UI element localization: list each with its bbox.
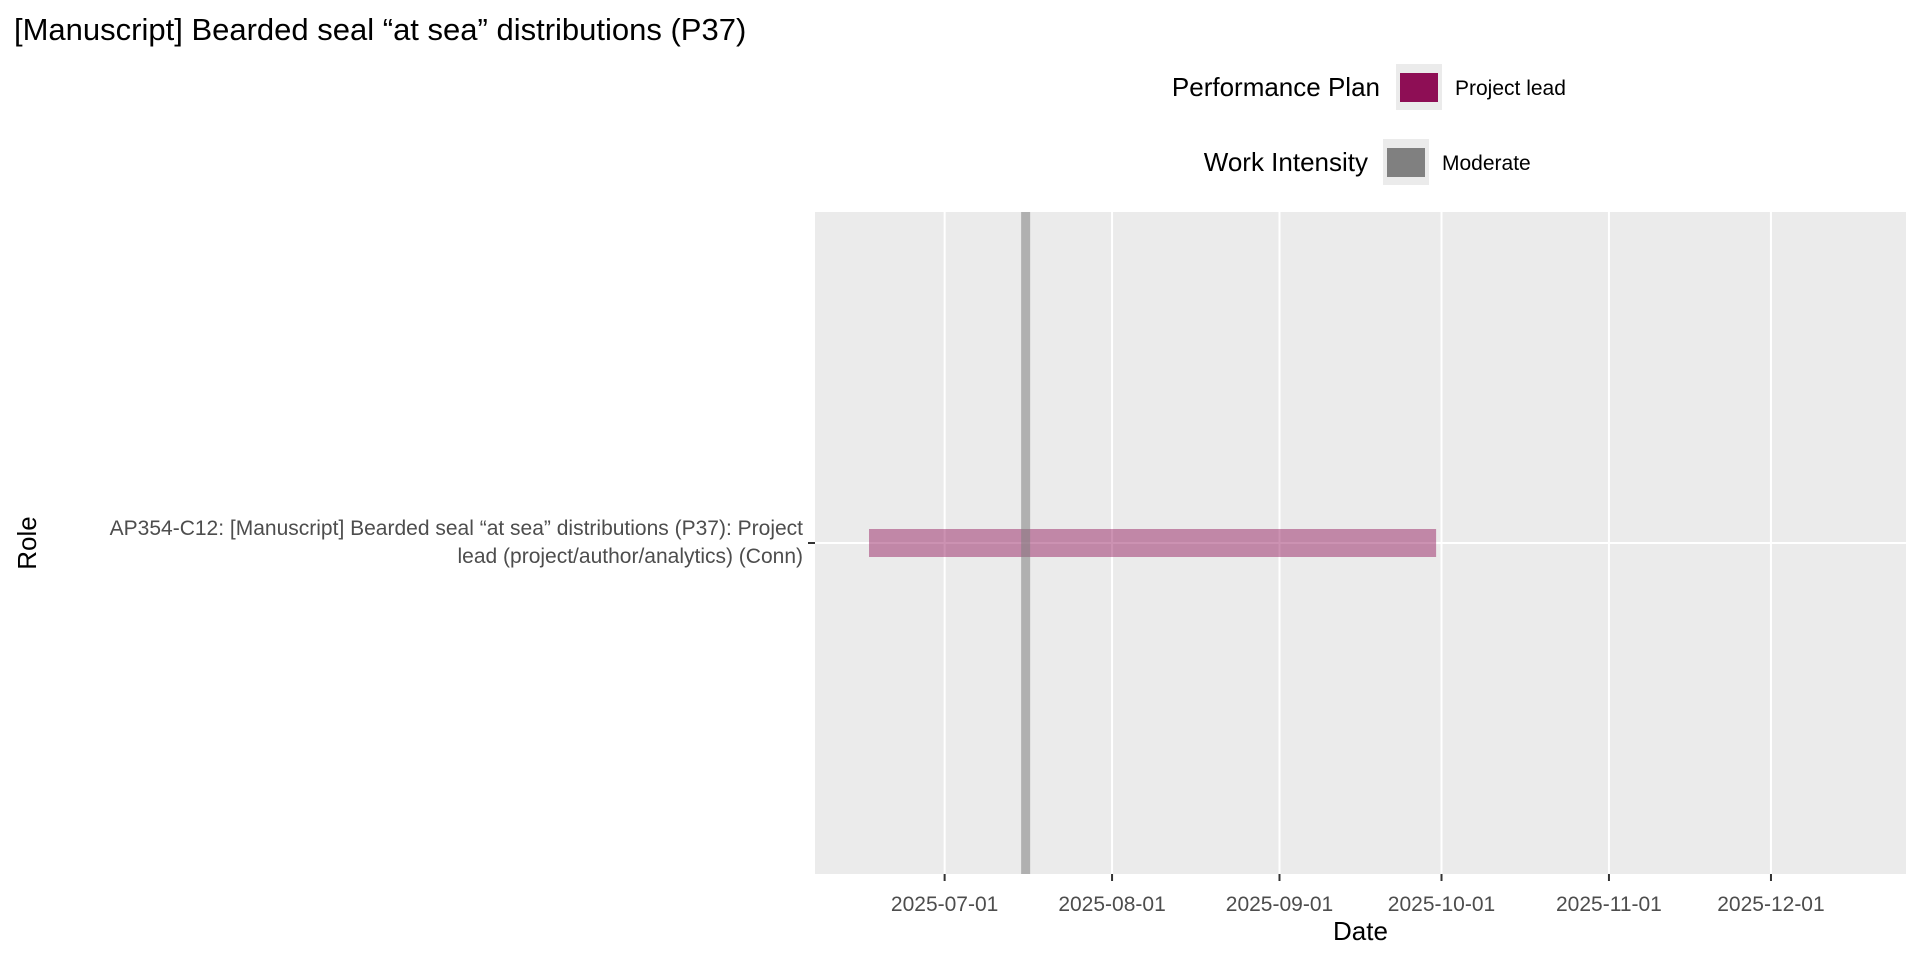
x-axis-title: Date bbox=[1333, 916, 1388, 946]
bars bbox=[869, 529, 1437, 557]
x-tick-label: 2025-08-01 bbox=[1058, 893, 1165, 916]
legend-title: Performance Plan bbox=[1172, 72, 1380, 102]
grid-lines bbox=[815, 212, 1906, 874]
legend-key-swatch bbox=[1400, 73, 1438, 102]
work-intensity-line bbox=[1021, 212, 1031, 874]
reference-lines bbox=[1021, 212, 1031, 874]
x-axis: 2025-07-01 2025-08-01 2025-09-01 2025-10-01… bbox=[891, 874, 1825, 916]
x-tick-label: 2025-12-01 bbox=[1717, 893, 1824, 916]
category-label-line1: AP354-C12: [Manuscript] Bearded seal “at… bbox=[110, 517, 803, 540]
legend-item-label: Project lead bbox=[1455, 77, 1566, 100]
y-axis: AP354-C12: [Manuscript] Bearded seal “at… bbox=[110, 517, 815, 568]
x-tick-label: 2025-11-01 bbox=[1556, 893, 1662, 916]
legend-item-label: Moderate bbox=[1442, 152, 1531, 175]
gantt-bar bbox=[869, 529, 1437, 557]
legend-title: Work Intensity bbox=[1204, 147, 1368, 177]
legend-key-swatch bbox=[1387, 148, 1425, 177]
x-tick-label: 2025-09-01 bbox=[1226, 893, 1333, 916]
y-axis-title: Role bbox=[12, 516, 42, 569]
category-label-line2: lead (project/author/analytics) (Conn) bbox=[458, 545, 804, 568]
legend: Performance Plan Project lead Work Intensi… bbox=[1172, 64, 1566, 185]
x-tick-label: 2025-10-01 bbox=[1388, 893, 1495, 916]
x-tick-label: 2025-07-01 bbox=[891, 893, 998, 916]
chart-title: [Manuscript] Bearded seal “at sea” distr… bbox=[14, 12, 746, 47]
